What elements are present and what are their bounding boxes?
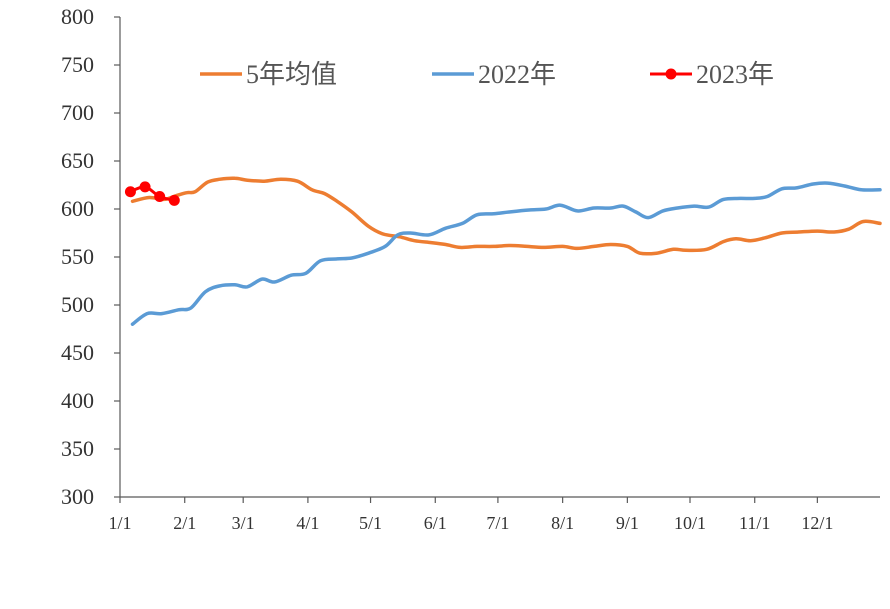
x-tick-label: 10/1 — [674, 513, 706, 533]
x-tick-label: 4/1 — [296, 513, 319, 533]
y-tick-label: 400 — [61, 388, 94, 413]
series-layer — [124, 176, 882, 326]
axes — [119, 17, 880, 498]
legend-label-0: 5年均值 — [246, 60, 337, 89]
y-tick-label: 500 — [61, 292, 94, 317]
legend-label-2: 2023年 — [696, 60, 774, 89]
legend-marker-2 — [665, 68, 677, 80]
x-axis-ticks: 1/1 2/1 3/1 4/1 5/1 6/1 7/1 8/1 9/1 10/1 11/1 12/1 — [108, 497, 833, 533]
legend-label-1: 2022年 — [478, 60, 556, 89]
x-tick-label: 6/1 — [424, 513, 447, 533]
x-tick-label: 1/1 — [108, 513, 131, 533]
y-tick-label: 450 — [61, 340, 94, 365]
y-tick-label: 550 — [61, 244, 94, 269]
x-tick-label: 8/1 — [551, 513, 574, 533]
y-tick-label: 750 — [61, 52, 94, 77]
y-tick-label: 350 — [61, 436, 94, 461]
series-2-point — [168, 194, 180, 206]
y-tick-label: 600 — [61, 196, 94, 221]
x-tick-label: 12/1 — [801, 513, 833, 533]
y-tick-label: 650 — [61, 148, 94, 173]
series-2-point — [154, 191, 166, 203]
y-tick-label: 800 — [61, 4, 94, 29]
legend: 5年均值 2022年 2023年 — [200, 60, 774, 89]
x-tick-label: 9/1 — [616, 513, 639, 533]
x-tick-label: 5/1 — [359, 513, 382, 533]
x-tick-label: 2/1 — [173, 513, 196, 533]
x-tick-label: 11/1 — [739, 513, 770, 533]
y-tick-label: 300 — [61, 484, 94, 509]
y-axis-ticks: 300 350 400 450 500 550 600 650 700 750 800 — [61, 4, 120, 509]
x-tick-label: 3/1 — [232, 513, 255, 533]
series-1-line — [130, 181, 882, 326]
y-tick-label: 700 — [61, 100, 94, 125]
series-2-line — [128, 185, 176, 202]
series-2-point — [124, 186, 136, 198]
x-tick-label: 7/1 — [486, 513, 509, 533]
series-0-line — [130, 176, 882, 256]
series-2-point — [139, 181, 151, 193]
